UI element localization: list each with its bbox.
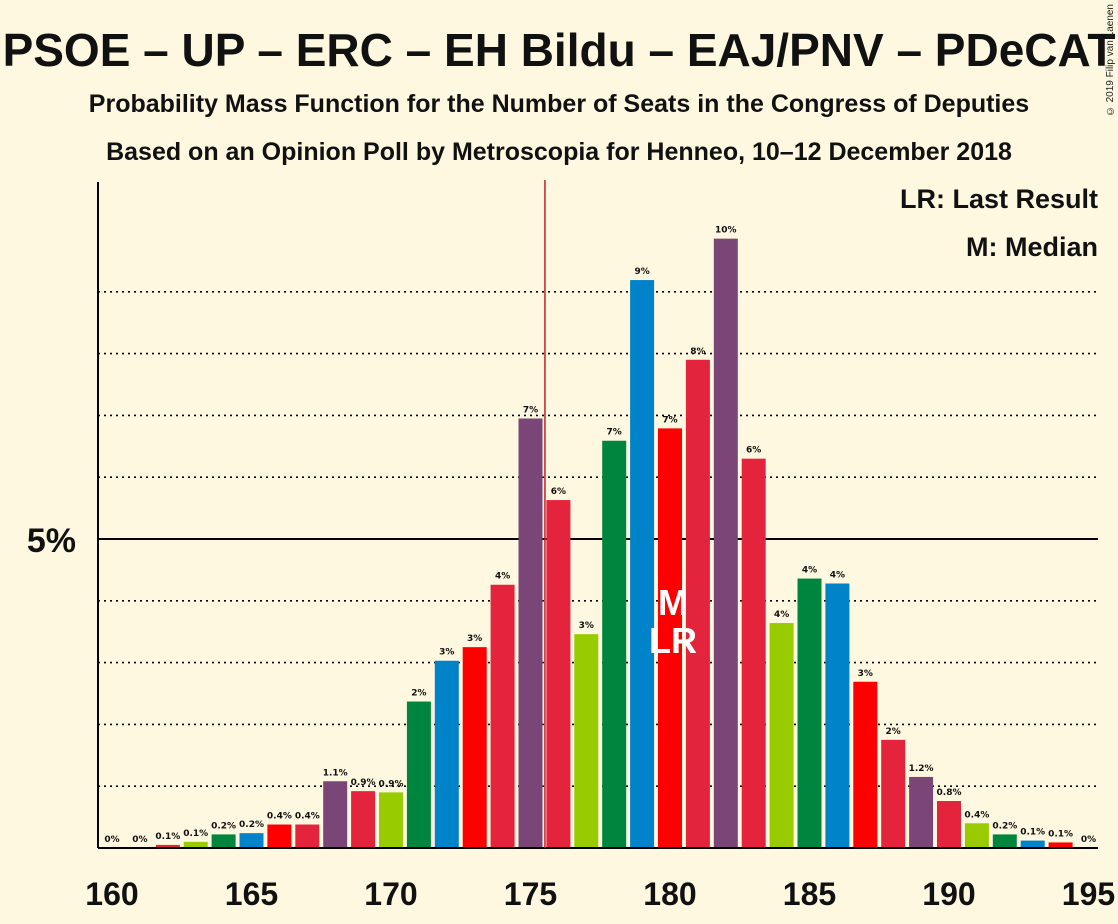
bar-label-seat-186: 4% bbox=[830, 570, 845, 580]
x-tick-label-190: 190 bbox=[922, 876, 975, 912]
bar-seat-171 bbox=[406, 701, 431, 848]
bar-label-seat-163: 0.1% bbox=[183, 829, 208, 839]
bar-label-seat-181: 8% bbox=[690, 347, 705, 357]
bar-label-seat-164: 0.2% bbox=[211, 821, 236, 831]
bar-label-seat-190: 0.8% bbox=[937, 788, 962, 798]
bar-label-seat-160: 0% bbox=[104, 835, 119, 845]
bar-labels: 0% 0% 0.1% 0.1%0.2% 0.2%0.4% 0.4%1.1%0.9% 0.9%… bbox=[104, 226, 1096, 845]
bar-seat-184 bbox=[769, 623, 794, 848]
x-tick-label-165: 165 bbox=[225, 876, 278, 912]
bar-label-seat-168: 1.1% bbox=[323, 768, 348, 778]
bar-seat-193 bbox=[1020, 840, 1045, 848]
bar-label-seat-179: 9% bbox=[634, 267, 649, 277]
bar-label-seat-165: 0.2% bbox=[239, 820, 264, 830]
bar-seat-170 bbox=[379, 792, 403, 848]
bar-label-seat-182: 10% bbox=[715, 226, 737, 236]
bar-seat-167 bbox=[295, 824, 320, 848]
bar-label-seat-176: 6% bbox=[551, 487, 566, 497]
bar-seat-168 bbox=[323, 781, 348, 848]
bar-label-seat-170: 0.9% bbox=[379, 779, 404, 789]
bar-label-seat-167: 0.4% bbox=[295, 812, 320, 822]
last-result-marker: LR bbox=[649, 620, 697, 661]
bar-label-seat-178: 7% bbox=[607, 428, 622, 438]
bar-seat-173 bbox=[462, 647, 487, 848]
y-tick-label-5pct: 5% bbox=[27, 522, 76, 560]
chart-source-subtitle: Based on an Opinion Poll by Metroscopia … bbox=[106, 138, 1012, 166]
x-tick-label-180: 180 bbox=[643, 876, 696, 912]
axes: 5% bbox=[27, 182, 1098, 849]
bar-label-seat-184: 4% bbox=[774, 610, 789, 620]
bar-seat-178 bbox=[602, 440, 627, 848]
x-tick-labels: 160 165 170 175 180 185 190 195 bbox=[85, 876, 1115, 912]
bar-label-seat-189: 1.2% bbox=[909, 764, 934, 774]
bar-label-seat-173: 3% bbox=[467, 634, 482, 644]
bar-label-seat-175: 7% bbox=[523, 405, 538, 415]
bar-label-seat-174: 4% bbox=[495, 572, 510, 582]
bar-label-seat-192: 0.2% bbox=[992, 821, 1017, 831]
bar-seat-164 bbox=[211, 834, 236, 848]
bar-seat-175 bbox=[518, 418, 543, 848]
bar-label-seat-172: 3% bbox=[439, 648, 454, 658]
x-tick-label-175: 175 bbox=[504, 876, 557, 912]
legend-last-result: LR: Last Result bbox=[899, 184, 1098, 214]
bar-label-seat-193: 0.1% bbox=[1020, 828, 1045, 838]
bar-label-seat-187: 3% bbox=[858, 669, 873, 679]
bar-seat-190 bbox=[937, 801, 961, 848]
bar-label-seat-162: 0.1% bbox=[155, 832, 180, 842]
bar-seat-174 bbox=[490, 584, 515, 848]
bar-seat-181 bbox=[685, 359, 710, 848]
bar-label-seat-191: 0.4% bbox=[964, 810, 989, 820]
bar-seat-194 bbox=[1048, 842, 1073, 848]
bar-label-seat-169: 0.9% bbox=[351, 778, 376, 788]
x-tick-label-160: 160 bbox=[85, 876, 138, 912]
bar-seat-165 bbox=[239, 833, 264, 848]
bar-label-seat-171: 2% bbox=[411, 689, 426, 699]
bar-seat-172 bbox=[434, 660, 459, 848]
bar-label-seat-195: 0% bbox=[1081, 835, 1096, 845]
x-tick-label-195: 195 bbox=[1062, 876, 1115, 912]
bar-seat-189 bbox=[909, 776, 934, 848]
bar-seat-169 bbox=[351, 791, 376, 848]
bar-seat-191 bbox=[964, 823, 989, 848]
bar-label-seat-161: 0% bbox=[132, 835, 147, 845]
bar-seat-163 bbox=[183, 841, 208, 848]
bar-seat-182 bbox=[713, 238, 738, 849]
bar-label-seat-185: 4% bbox=[802, 566, 817, 576]
bar-seat-176 bbox=[546, 500, 571, 848]
bar-seat-177 bbox=[574, 634, 599, 848]
bar-label-seat-180: 7% bbox=[662, 415, 677, 425]
bar-seat-162 bbox=[155, 844, 180, 848]
x-tick-label-185: 185 bbox=[783, 876, 836, 912]
x-tick-label-170: 170 bbox=[364, 876, 417, 912]
bar-seat-186 bbox=[825, 583, 850, 848]
markers: MLR bbox=[544, 180, 697, 848]
bars bbox=[155, 238, 1073, 849]
bar-seat-179 bbox=[630, 280, 655, 849]
bar-seat-166 bbox=[267, 824, 292, 848]
bar-label-seat-188: 2% bbox=[886, 727, 901, 737]
bar-label-seat-194: 0.1% bbox=[1048, 829, 1073, 839]
bar-seat-187 bbox=[853, 681, 878, 848]
bar-label-seat-166: 0.4% bbox=[267, 812, 292, 822]
chart-subtitle: Probability Mass Function for the Number… bbox=[88, 90, 1030, 118]
bar-label-seat-183: 6% bbox=[746, 446, 761, 456]
legend-median: M: Median bbox=[966, 232, 1098, 262]
bar-label-seat-177: 3% bbox=[579, 621, 594, 631]
median-marker: M bbox=[658, 582, 688, 623]
bar-seat-183 bbox=[741, 458, 766, 848]
bar-seat-192 bbox=[992, 834, 1017, 848]
bar-seat-185 bbox=[797, 578, 822, 848]
bar-seat-180 bbox=[658, 428, 682, 848]
chart-title: PSOE – UP – ERC – EH Bildu – EAJ/PNV – P… bbox=[2, 24, 1116, 76]
bar-seat-188 bbox=[881, 739, 906, 848]
